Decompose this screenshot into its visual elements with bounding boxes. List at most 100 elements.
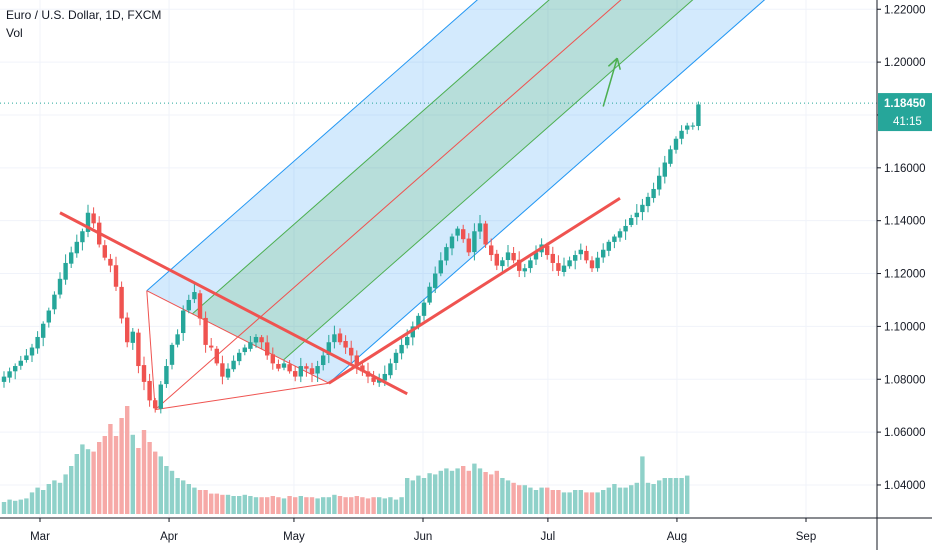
candle-body [606,241,611,251]
candle-body [584,250,589,261]
volume-bar [130,434,135,514]
candle-body [52,294,57,310]
candle-body [326,342,331,355]
candle-body [209,345,214,348]
candle-body [1,376,7,382]
candle-body [13,366,18,372]
volume-bar [629,485,634,514]
candle [18,355,23,370]
candle-body [102,245,107,258]
candle-body [225,368,231,378]
candle [337,328,343,345]
candle [673,136,679,154]
candle-body [371,377,376,382]
candle-body [433,273,438,288]
volume-bar [242,494,247,514]
candle-body [136,332,141,367]
candle [158,380,163,414]
candle [220,355,225,385]
symbol-title[interactable]: Euro / U.S. Dollar, 1D, FXCM [6,8,162,22]
candle [237,349,242,366]
candle-body [517,259,522,271]
uptrend-line [327,196,621,385]
candle-body [405,336,410,346]
candle [24,349,29,363]
candle [169,342,175,370]
candle-body [46,310,51,323]
candle-body [125,317,130,343]
candle [293,366,298,382]
volume-bar [444,468,449,514]
candle [197,290,203,326]
candle [175,329,180,348]
candle-body [41,323,46,338]
candle [489,238,494,262]
candle-body [7,371,12,378]
candle-body [444,247,449,261]
current-price-label: 1.18450 [884,98,926,110]
volume-bars [1,406,690,514]
volume-bar [7,499,12,514]
candle [595,251,600,272]
volume-bar [567,492,572,514]
candle-body [354,355,359,367]
candle-body [416,315,421,327]
candle-body [57,278,63,295]
candle [332,325,337,349]
candle [679,125,684,145]
candle-body [685,125,690,130]
time-tick-label: Sep [796,531,816,543]
candle-body [242,347,247,353]
downtrend-line [59,211,408,396]
projection-arrow-shaft [602,57,618,107]
candle-body [438,260,443,274]
candle-body [309,368,315,374]
candle [242,344,247,356]
candle-body [63,262,68,280]
volume-indicator-label[interactable]: Vol [6,26,23,40]
candle-body [393,352,399,363]
candle-body [231,360,236,370]
candle-body [455,228,460,236]
inner-channel-upper-line [191,0,550,315]
volume-bar [601,490,606,514]
candle-body [248,342,253,349]
candle-body [449,236,455,249]
candle-body [35,336,40,349]
candle-body [561,265,567,272]
volume-bar [337,496,343,514]
candle [349,340,354,363]
volume-bar [35,487,40,514]
candle [309,362,315,383]
volume-bar [612,484,617,514]
volume-bar [298,496,303,514]
candle-body [511,252,516,261]
candle [231,355,236,372]
candle [321,350,326,371]
volume-bar [259,497,264,514]
candle [427,282,432,305]
volume-bar [108,424,113,514]
volume-bar [505,480,511,514]
candle-body [466,238,471,253]
volume-bar [410,480,415,514]
volume-bar [186,484,191,514]
candle [265,335,270,360]
candle [533,245,539,266]
candle-body [293,371,298,377]
volume-bar [57,482,63,514]
volume-bar [657,480,662,514]
volume-bar [214,493,219,514]
volume-bar [74,454,79,514]
candle-body [489,245,494,256]
candle-body [24,355,29,361]
volume-bar [332,494,337,514]
candle [494,249,499,271]
candle [119,281,124,324]
volume-bar [550,490,555,514]
volume-bar [309,497,315,514]
volume-bar [220,494,225,514]
volume-bar [522,485,527,514]
